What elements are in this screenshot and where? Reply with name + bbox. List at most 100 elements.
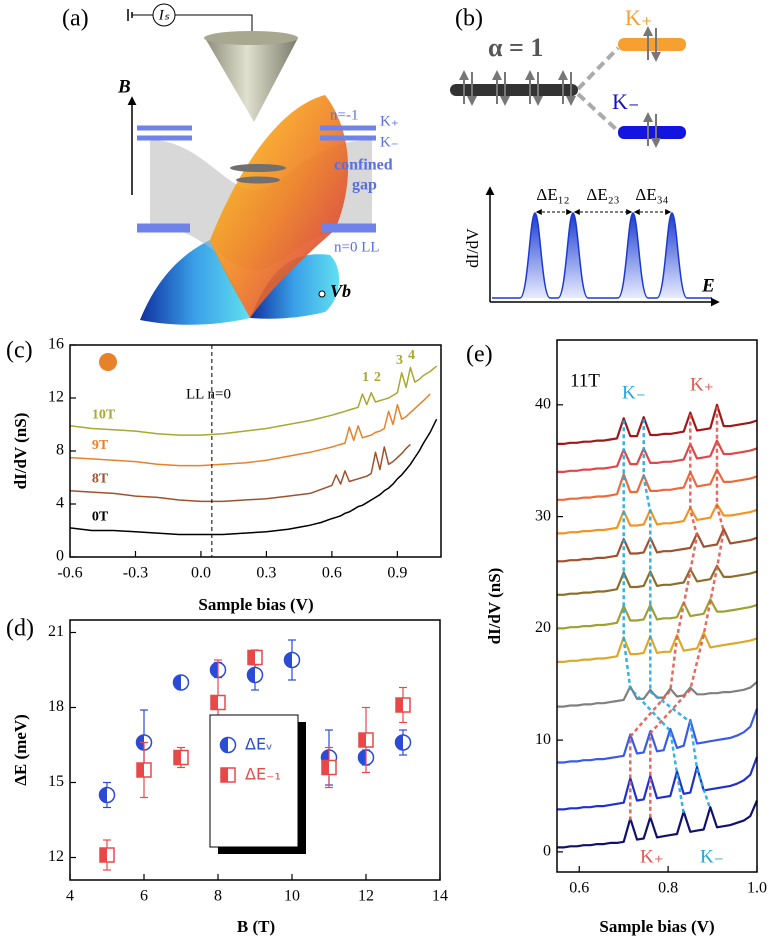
panel-label: (b) — [455, 6, 483, 32]
y-tick-label: 12 — [48, 848, 64, 865]
gap-label: gap — [352, 177, 377, 194]
wire — [175, 14, 253, 32]
annotation: 11T — [570, 370, 600, 391]
marker-fill — [284, 652, 292, 668]
field-label: B — [117, 76, 131, 97]
annotation: 3 — [396, 353, 403, 368]
y-tick-label: 8 — [56, 442, 64, 459]
y-tick-label: 40 — [535, 395, 551, 412]
annotation: K₋ — [700, 846, 724, 867]
marker-fill — [221, 768, 228, 782]
level-bar — [618, 38, 686, 51]
panel-b: (b) α = 1 K₊ K₋ dI/dV E — [450, 5, 720, 307]
marker-fill — [137, 763, 144, 777]
panel-label: (d) — [6, 616, 34, 642]
spectrum — [557, 439, 758, 473]
x-tick-label: 0.6 — [569, 880, 589, 897]
current-label: Iₛ — [158, 7, 170, 23]
spectrum — [557, 564, 758, 596]
panel-label: (c) — [6, 338, 33, 364]
marker-fill — [248, 650, 255, 665]
marker-fill — [174, 750, 181, 765]
x-tick-label: -0.6 — [57, 565, 82, 582]
alpha-label: α = 1 — [488, 33, 543, 62]
x-tick-label: 10 — [284, 888, 300, 905]
annotation: 1 — [362, 370, 369, 385]
x-axis-label: Sample bias (V) — [599, 917, 714, 936]
x-axis-label: Sample bias (V) — [198, 595, 313, 614]
guide-line — [622, 420, 685, 814]
x-tick-label: 0.0 — [191, 565, 211, 582]
panel-label: (a) — [62, 6, 89, 32]
y-tick-label: 4 — [56, 495, 64, 512]
y-tick-label: 0 — [56, 548, 64, 565]
schematic-xlabel: E — [701, 275, 715, 296]
marker-fill — [173, 675, 181, 690]
level-label: n=-1 — [330, 107, 358, 123]
y-tick-label: 18 — [48, 698, 64, 715]
x-tick-label: 14 — [432, 888, 448, 905]
plot-frame — [69, 344, 442, 558]
marker-fill — [99, 787, 107, 803]
bias-label: Vb — [330, 281, 351, 301]
annotation: LL n=0 — [186, 386, 231, 402]
spin-arrows — [459, 26, 661, 148]
x-axis-label: B (T) — [237, 917, 275, 936]
plot-frame — [556, 339, 758, 873]
gap-label: confined — [334, 157, 393, 174]
charts: -0.6 -0.3 0.0 0.3 0.6 0.904812160T8T9T10T(c)S… — [6, 336, 767, 936]
marker-fill — [100, 848, 107, 862]
x-tick-label: 4 — [66, 888, 74, 905]
series-label: 0T — [92, 510, 109, 525]
guide-line — [649, 406, 725, 820]
level — [236, 176, 280, 184]
spectrum — [557, 800, 759, 849]
split-line — [576, 46, 620, 91]
marker-fill — [395, 735, 403, 750]
valley-label: K₊ — [625, 5, 653, 30]
marker-fill — [247, 667, 255, 683]
spectrum — [557, 598, 758, 630]
level — [230, 164, 286, 172]
marker-fill — [220, 737, 228, 753]
x-tick-label: 0.8 — [658, 880, 678, 897]
annotation: K₊ — [690, 374, 714, 395]
legend-label: ΔE₋₁ — [245, 765, 281, 784]
spectrum — [557, 503, 758, 535]
x-tick-label: -0.3 — [123, 565, 148, 582]
spectrum — [557, 681, 758, 708]
spectrum — [69, 418, 438, 536]
y-axis-label: ΔE (meV) — [11, 714, 30, 786]
annotation: 4 — [408, 348, 415, 363]
bias-terminal — [318, 290, 326, 298]
x-tick-label: 0.6 — [322, 565, 342, 582]
y-tick-label: 21 — [48, 623, 64, 640]
series-label: 10T — [92, 408, 116, 423]
schematic-peaks — [492, 212, 712, 299]
x-tick-label: 12 — [358, 888, 374, 905]
marker-fill — [210, 662, 218, 678]
spectrum — [557, 756, 759, 811]
dot-marker — [99, 353, 117, 371]
spectrum — [557, 631, 758, 663]
spectrum — [557, 403, 758, 445]
y-tick-label: 16 — [48, 336, 64, 353]
x-tick-label: 8 — [214, 888, 222, 905]
marker-fill — [359, 733, 366, 747]
split-line — [576, 92, 620, 133]
annotation: 2 — [374, 370, 381, 385]
spectrum — [557, 468, 758, 501]
guide-line — [629, 414, 699, 821]
marker-fill — [396, 698, 403, 712]
series-label: 9T — [92, 438, 109, 453]
splitting-label: ΔE₁₂ — [536, 185, 569, 204]
ll-label: n=0 LL — [334, 239, 380, 255]
spectrum — [69, 393, 431, 467]
y-tick-label: 0 — [543, 843, 551, 860]
tip-top — [204, 31, 298, 45]
spectrum — [557, 527, 758, 563]
legend-label: ΔEᵥ — [245, 735, 273, 754]
surface-ridge — [210, 95, 349, 318]
